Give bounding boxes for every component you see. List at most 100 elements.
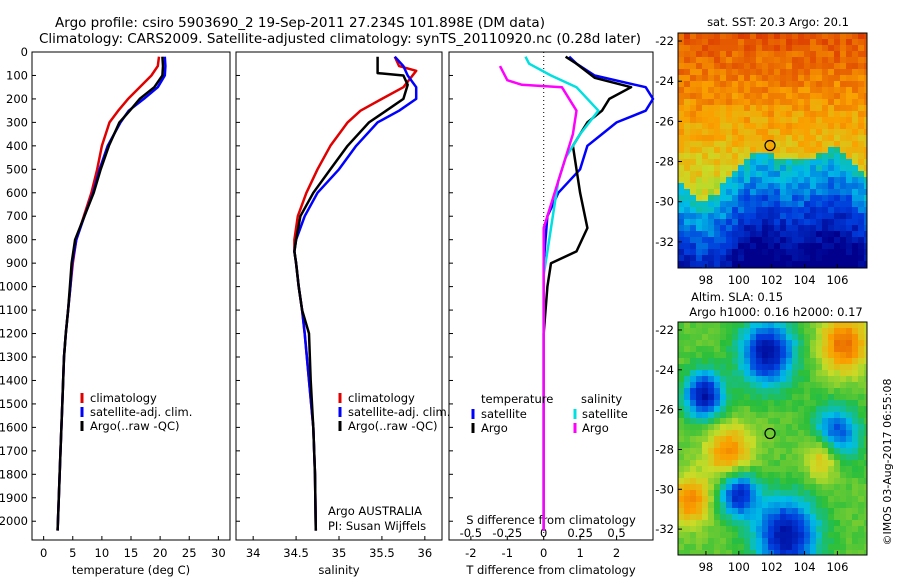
heatmap-cell [816,219,822,225]
heatmap-cell [822,159,828,165]
heatmap-cell [810,382,816,388]
heatmap-cell [702,213,708,219]
heatmap-cell [690,424,696,430]
heatmap-cell [756,207,762,213]
heatmap-cell [864,225,867,231]
heatmap-cell [822,538,828,544]
heatmap-cell [768,550,774,555]
heatmap-cell [816,117,822,123]
y-tick-label: 200 [6,92,28,106]
heatmap-cell [720,322,726,328]
heatmap-cell [690,237,696,243]
heatmap-cell [864,87,867,93]
heatmap-cell [858,382,864,388]
heatmap-cell [858,508,864,514]
heatmap-cell [684,207,690,213]
heatmap-cell [852,117,858,123]
heatmap-cell [702,394,708,400]
heatmap-cell [720,340,726,346]
heatmap-cell [762,532,768,538]
heatmap-cell [714,478,720,484]
heatmap-cell [828,532,834,538]
heatmap-cell [828,165,834,171]
heatmap-cell [720,388,726,394]
x-tick-label: 15 [124,546,139,560]
heatmap-cell [720,147,726,153]
heatmap-cell [858,255,864,261]
heatmap-cell [708,358,714,364]
heatmap-cell [816,243,822,249]
y-tick-label: 800 [6,233,28,247]
heatmap-cell [720,514,726,520]
heatmap-cell [786,496,792,502]
heatmap-cell [774,93,780,99]
heatmap-cell [756,532,762,538]
heatmap-cell [744,231,750,237]
heatmap-cell [840,358,846,364]
heatmap-cell [786,171,792,177]
heatmap-cell [678,81,684,87]
heatmap-cell [768,538,774,544]
heatmap-cell [828,63,834,69]
heatmap-cell [702,502,708,508]
heatmap-cell [750,159,756,165]
heatmap-cell [678,261,684,267]
heatmap-cell [852,334,858,340]
heatmap-cell [786,454,792,460]
heatmap-cell [816,129,822,135]
heatmap-cell [750,484,756,490]
heatmap-cell [786,111,792,117]
heatmap-cell [834,430,840,436]
heatmap-cell [810,129,816,135]
heatmap-cell [810,358,816,364]
heatmap-cell [834,544,840,550]
heatmap-cell [690,376,696,382]
heatmap-cell [744,364,750,370]
heatmap-cell [822,376,828,382]
heatmap-cell [732,358,738,364]
heatmap-cell [810,496,816,502]
heatmap-cell [726,466,732,472]
heatmap-cell [798,466,804,472]
heatmap-cell [732,352,738,358]
heatmap-cell [810,171,816,177]
heatmap-cell [798,496,804,502]
heatmap-cell [816,418,822,424]
heatmap-cell [798,322,804,328]
heatmap-cell [786,249,792,255]
heatmap-cell [708,141,714,147]
heatmap-cell [798,237,804,243]
heatmap-cell [774,177,780,183]
heatmap-cell [756,201,762,207]
heatmap-cell [858,111,864,117]
heatmap-cell [768,424,774,430]
heatmap-cell [714,526,720,532]
heatmap-cell [744,448,750,454]
heatmap-cell [858,231,864,237]
heatmap-cell [852,111,858,117]
heatmap-cell [816,520,822,526]
heatmap-cell [762,225,768,231]
heatmap-cell [804,105,810,111]
heatmap-cell [792,171,798,177]
heatmap-cell [702,550,708,555]
heatmap-cell [738,237,744,243]
heatmap-cell [714,502,720,508]
heatmap-cell [852,430,858,436]
heatmap-cell [744,424,750,430]
heatmap-cell [822,424,828,430]
heatmap-cell [756,376,762,382]
heatmap-cell [726,370,732,376]
heatmap-cell [864,135,867,141]
heatmap-cell [756,502,762,508]
heatmap-cell [774,99,780,105]
heatmap-cell [708,177,714,183]
heatmap-cell [840,237,846,243]
heatmap-cell [726,544,732,550]
heatmap-cell [768,502,774,508]
heatmap-cell [684,514,690,520]
heatmap-cell [852,237,858,243]
heatmap-cell [780,153,786,159]
heatmap-cell [768,135,774,141]
heatmap-cell [714,249,720,255]
